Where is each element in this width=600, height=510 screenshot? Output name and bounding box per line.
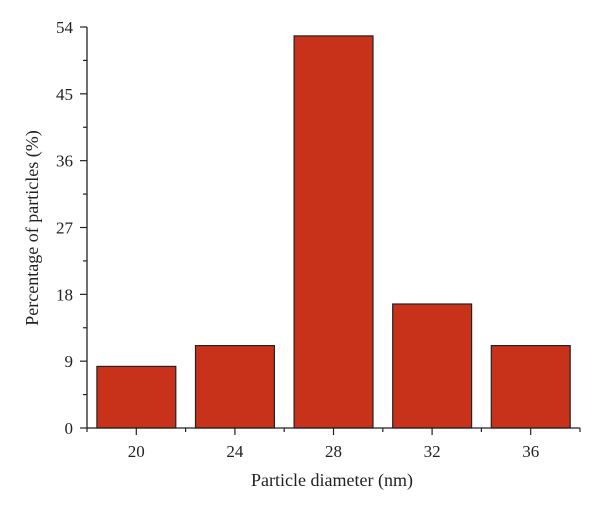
y-tick-label: 45 [56,85,73,104]
y-tick-label: 0 [65,419,74,438]
bar-28 [293,35,374,429]
x-tick-label: 20 [128,442,145,461]
y-axis-title: Percentage of particles (%) [22,130,43,325]
x-tick-label: 24 [226,442,244,461]
bar-36 [490,345,571,429]
bar-24 [194,345,276,429]
x-axis-title: Particle diameter (nm) [251,470,413,491]
bars-group [96,35,571,429]
x-tick-label: 32 [424,442,441,461]
y-tick-label: 9 [65,352,74,371]
y-tick-label: 18 [56,285,73,304]
bar-32 [392,303,473,429]
ticks-group: 0 9 18 27 36 45 54 20 24 28 32 36 [56,18,581,461]
y-tick-label: 36 [56,152,73,171]
bar-20 [96,365,177,429]
x-tick-label: 28 [325,442,342,461]
y-tick-label: 27 [56,219,74,238]
x-tick-label: 36 [522,442,539,461]
y-tick-label: 54 [56,18,74,37]
